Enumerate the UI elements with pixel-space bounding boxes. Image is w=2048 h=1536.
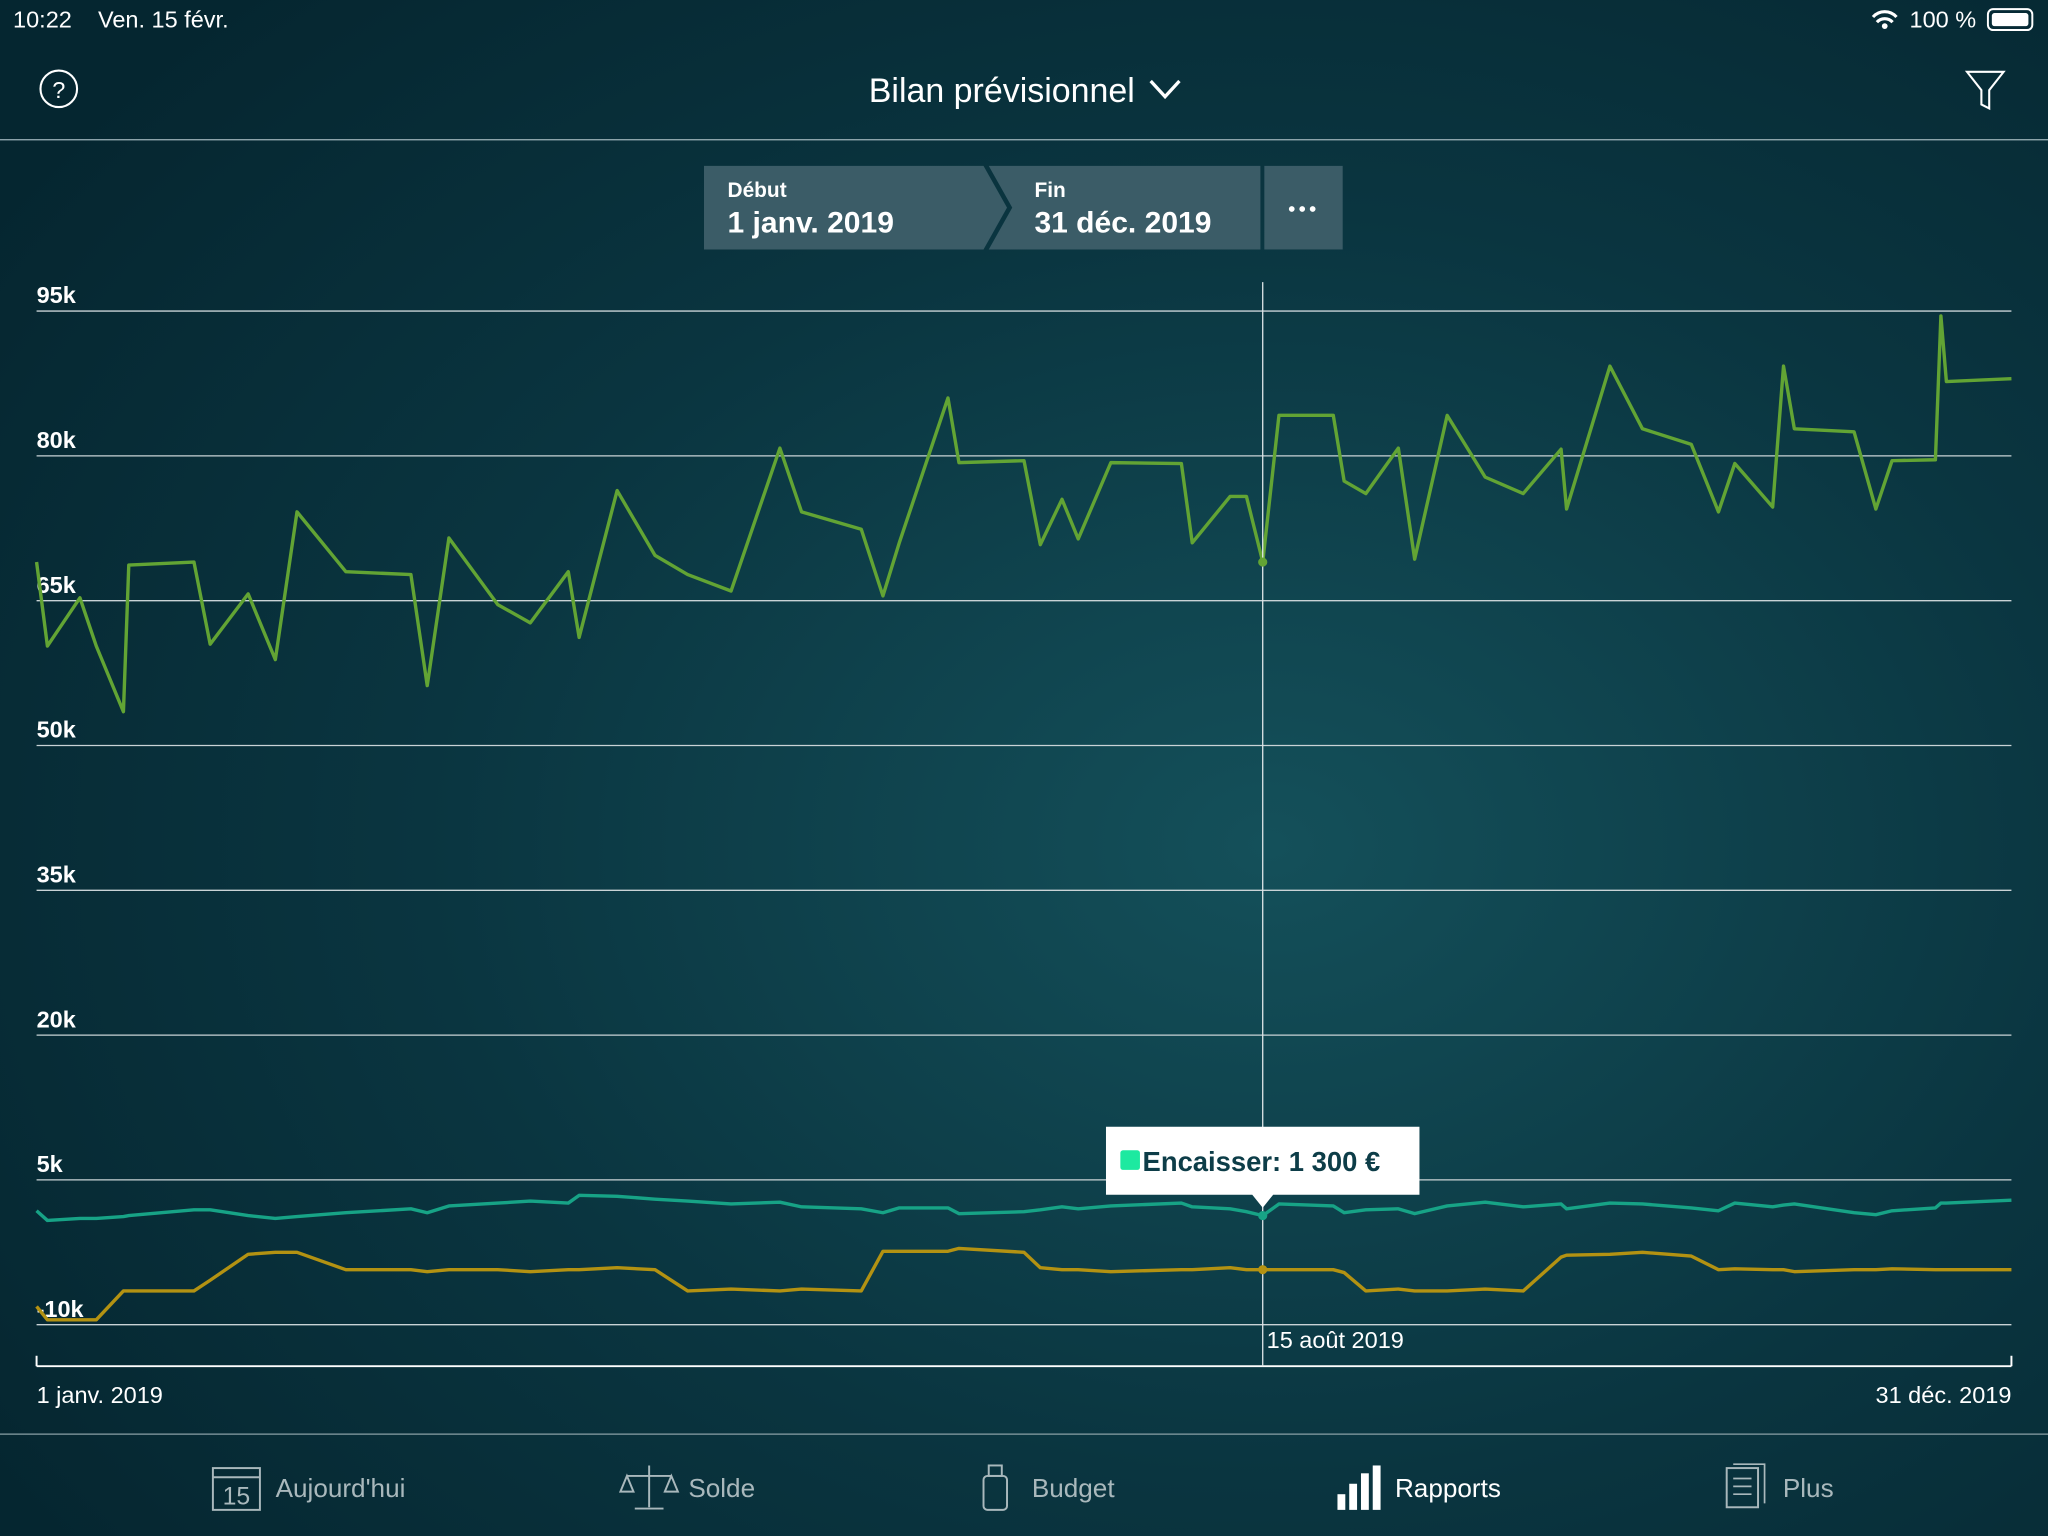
- y-tick-label: 95k: [37, 282, 77, 308]
- series-line: [34, 314, 2012, 714]
- tab-icon[interactable]: [1372, 1465, 1381, 1510]
- tab-label[interactable]: Plus: [1783, 1473, 1834, 1503]
- y-tick-label: 5k: [37, 1151, 64, 1177]
- tab-label[interactable]: Aujourd'hui: [276, 1473, 406, 1503]
- wifi-dot: [1881, 23, 1888, 29]
- y-tick-label: 35k: [37, 861, 77, 887]
- tab-icon[interactable]: [1337, 1494, 1346, 1510]
- tab-label[interactable]: Budget: [1032, 1473, 1115, 1503]
- tab-icon[interactable]: [987, 1464, 1003, 1477]
- tab-icon[interactable]: [211, 1467, 261, 1511]
- cursor-point: [1258, 1211, 1268, 1221]
- end-label: Fin: [1034, 179, 1065, 202]
- help-button[interactable]: [39, 69, 79, 109]
- page-title[interactable]: Bilan prévisionnel: [869, 72, 1135, 110]
- start-label: Début: [728, 179, 787, 202]
- end-date-button[interactable]: [988, 165, 1261, 250]
- start-date: 1 janv. 2019: [728, 206, 894, 239]
- more-dot: [1309, 206, 1316, 212]
- series-line: [35, 1193, 2012, 1223]
- more-dot: [1299, 206, 1306, 212]
- tab-label[interactable]: Solde: [688, 1473, 755, 1503]
- tooltip-label: Encaisser: 1 300 €: [1143, 1146, 1381, 1177]
- y-tick-label: 50k: [37, 717, 77, 743]
- title-chevron[interactable]: [1149, 79, 1181, 100]
- help-icon[interactable]: ?: [52, 77, 65, 103]
- tab-icon[interactable]: [1349, 1483, 1358, 1510]
- start-date-button[interactable]: [704, 165, 1008, 250]
- tab-icon[interactable]: [618, 1465, 680, 1510]
- y-tick-label: 80k: [37, 427, 77, 453]
- y-tick-label: 20k: [37, 1006, 77, 1032]
- tab-icon-text[interactable]: 15: [223, 1484, 251, 1511]
- tooltip-swatch: [1120, 1150, 1140, 1170]
- status-date: Ven. 15 févr.: [98, 6, 229, 32]
- tooltip-box: [1105, 1126, 1420, 1208]
- tab-icon[interactable]: [1733, 1463, 1766, 1504]
- cursor-label: 15 août 2019: [1267, 1327, 1404, 1353]
- y-tick-label: 65k: [37, 572, 77, 598]
- tab-label[interactable]: Rapports: [1395, 1473, 1501, 1503]
- more-dot: [1288, 206, 1295, 212]
- tab-icon[interactable]: [1725, 1467, 1760, 1509]
- status-battery: 100 %: [1910, 6, 1977, 32]
- tab-bar: 15 Aujourd'hui Solde Budget Rapports Plus: [211, 1463, 1834, 1511]
- tab-icon[interactable]: [1360, 1473, 1369, 1510]
- status-time: 10:22: [13, 6, 72, 32]
- cursor-point: [1258, 557, 1268, 567]
- battery-level: [1991, 13, 2029, 27]
- x-tick-label: 31 déc. 2019: [1876, 1382, 2012, 1408]
- series-line: [35, 1246, 2012, 1322]
- filter-button[interactable]: [1964, 70, 2006, 111]
- battery-icon: [1986, 8, 2034, 32]
- wifi-icon: [1871, 10, 1898, 24]
- cursor-point: [1258, 1265, 1268, 1275]
- end-date: 31 déc. 2019: [1034, 206, 1211, 239]
- x-tick-label: 1 janv. 2019: [37, 1382, 163, 1408]
